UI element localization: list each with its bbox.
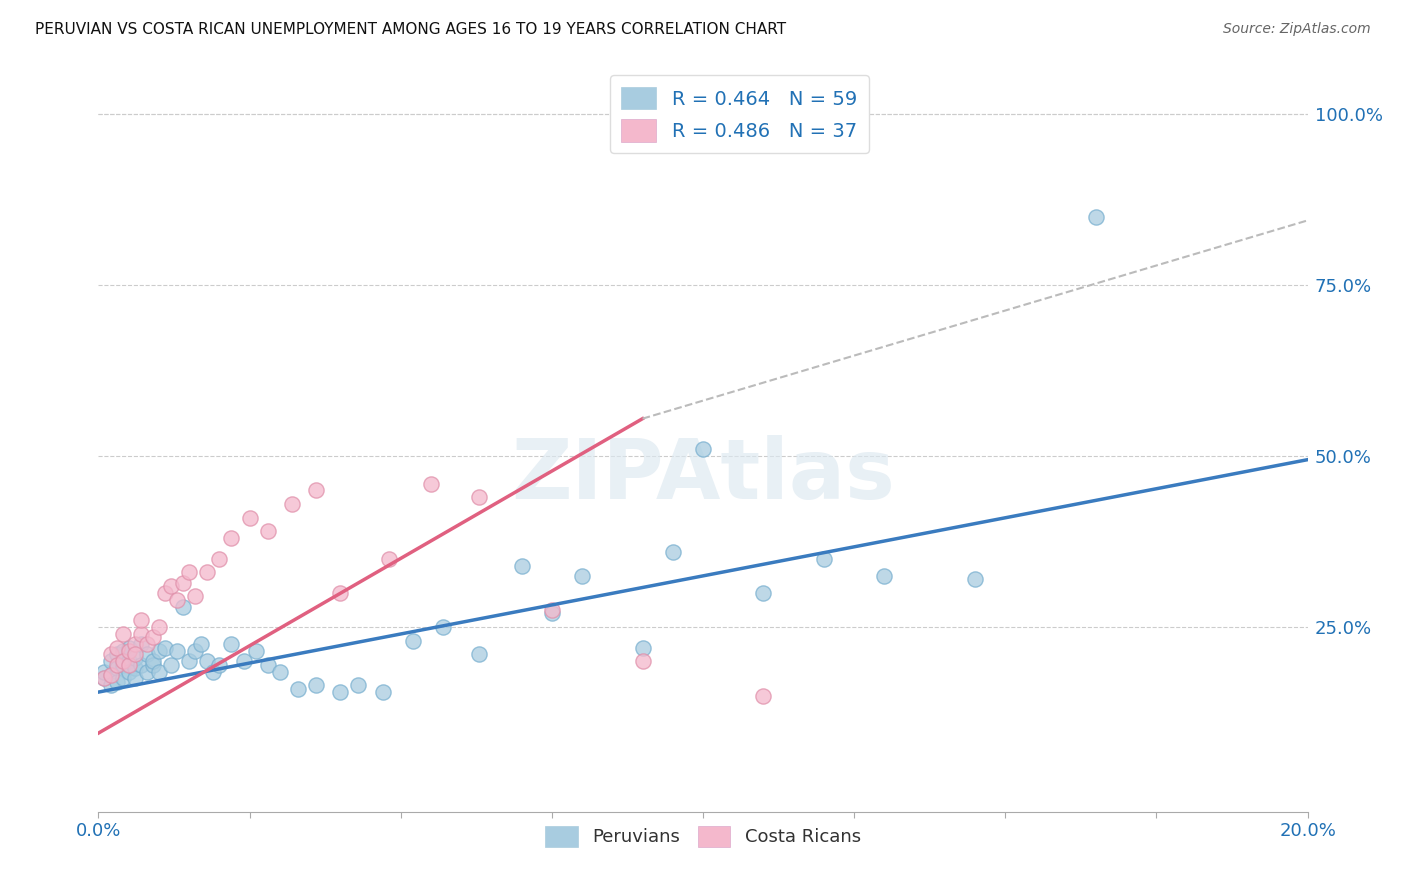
Costa Ricans: [221, 531, 243, 545]
Peruvians: [124, 651, 146, 665]
Costa Ricans: [239, 510, 262, 524]
Peruvians: [347, 678, 370, 692]
Peruvians: [118, 665, 141, 679]
Peruvians: [160, 657, 183, 672]
Peruvians: [195, 654, 218, 668]
Costa Ricans: [135, 637, 157, 651]
Peruvians: [129, 637, 152, 651]
Peruvians: [135, 665, 157, 679]
Peruvians: [287, 681, 309, 696]
Costa Ricans: [420, 476, 443, 491]
Costa Ricans: [377, 551, 399, 566]
Peruvians: [100, 654, 122, 668]
Peruvians: [124, 672, 146, 686]
Peruvians: [111, 657, 134, 672]
Costa Ricans: [93, 672, 115, 686]
Peruvians: [245, 644, 267, 658]
Costa Ricans: [540, 603, 562, 617]
Peruvians: [129, 657, 152, 672]
Costa Ricans: [118, 644, 141, 658]
Costa Ricans: [118, 657, 141, 672]
Costa Ricans: [100, 648, 122, 662]
Peruvians: [202, 665, 225, 679]
Peruvians: [540, 607, 562, 621]
Peruvians: [208, 657, 231, 672]
Peruvians: [468, 648, 491, 662]
Text: PERUVIAN VS COSTA RICAN UNEMPLOYMENT AMONG AGES 16 TO 19 YEARS CORRELATION CHART: PERUVIAN VS COSTA RICAN UNEMPLOYMENT AMO…: [35, 22, 786, 37]
Peruvians: [93, 665, 115, 679]
Costa Ricans: [111, 627, 134, 641]
Costa Ricans: [153, 586, 176, 600]
Costa Ricans: [305, 483, 328, 498]
Peruvians: [269, 665, 291, 679]
Costa Ricans: [105, 640, 128, 655]
Peruvians: [1085, 210, 1108, 224]
Peruvians: [118, 654, 141, 668]
Peruvians: [256, 657, 278, 672]
Costa Ricans: [468, 490, 491, 504]
Costa Ricans: [281, 497, 304, 511]
Peruvians: [631, 640, 654, 655]
Peruvians: [105, 648, 128, 662]
Peruvians: [100, 668, 122, 682]
Costa Ricans: [124, 637, 146, 651]
Text: Source: ZipAtlas.com: Source: ZipAtlas.com: [1223, 22, 1371, 37]
Costa Ricans: [111, 654, 134, 668]
Costa Ricans: [631, 654, 654, 668]
Costa Ricans: [142, 631, 165, 645]
Peruvians: [432, 620, 454, 634]
Costa Ricans: [172, 575, 194, 590]
Costa Ricans: [166, 592, 188, 607]
Costa Ricans: [184, 590, 207, 604]
Peruvians: [371, 685, 394, 699]
Peruvians: [965, 572, 987, 586]
Peruvians: [93, 672, 115, 686]
Costa Ricans: [148, 620, 170, 634]
Costa Ricans: [256, 524, 278, 539]
Peruvians: [402, 633, 425, 648]
Peruvians: [329, 685, 352, 699]
Legend: Peruvians, Costa Ricans: Peruvians, Costa Ricans: [538, 819, 868, 854]
Costa Ricans: [105, 657, 128, 672]
Peruvians: [179, 654, 201, 668]
Costa Ricans: [160, 579, 183, 593]
Peruvians: [510, 558, 533, 573]
Peruvians: [190, 637, 212, 651]
Peruvians: [105, 661, 128, 675]
Peruvians: [221, 637, 243, 651]
Costa Ricans: [752, 689, 775, 703]
Costa Ricans: [195, 566, 218, 580]
Peruvians: [111, 672, 134, 686]
Peruvians: [153, 640, 176, 655]
Peruvians: [232, 654, 254, 668]
Text: ZIPAtlas: ZIPAtlas: [510, 434, 896, 516]
Costa Ricans: [100, 668, 122, 682]
Costa Ricans: [179, 566, 201, 580]
Peruvians: [135, 648, 157, 662]
Peruvians: [172, 599, 194, 614]
Peruvians: [571, 569, 593, 583]
Peruvians: [166, 644, 188, 658]
Peruvians: [813, 551, 835, 566]
Peruvians: [142, 657, 165, 672]
Peruvians: [124, 661, 146, 675]
Costa Ricans: [124, 648, 146, 662]
Costa Ricans: [208, 551, 231, 566]
Peruvians: [148, 665, 170, 679]
Peruvians: [105, 674, 128, 689]
Costa Ricans: [329, 586, 352, 600]
Peruvians: [752, 586, 775, 600]
Peruvians: [184, 644, 207, 658]
Costa Ricans: [129, 613, 152, 627]
Peruvians: [142, 654, 165, 668]
Peruvians: [148, 644, 170, 658]
Peruvians: [305, 678, 328, 692]
Costa Ricans: [129, 627, 152, 641]
Peruvians: [111, 644, 134, 658]
Peruvians: [118, 640, 141, 655]
Peruvians: [692, 442, 714, 457]
Peruvians: [100, 678, 122, 692]
Peruvians: [661, 545, 683, 559]
Peruvians: [873, 569, 896, 583]
